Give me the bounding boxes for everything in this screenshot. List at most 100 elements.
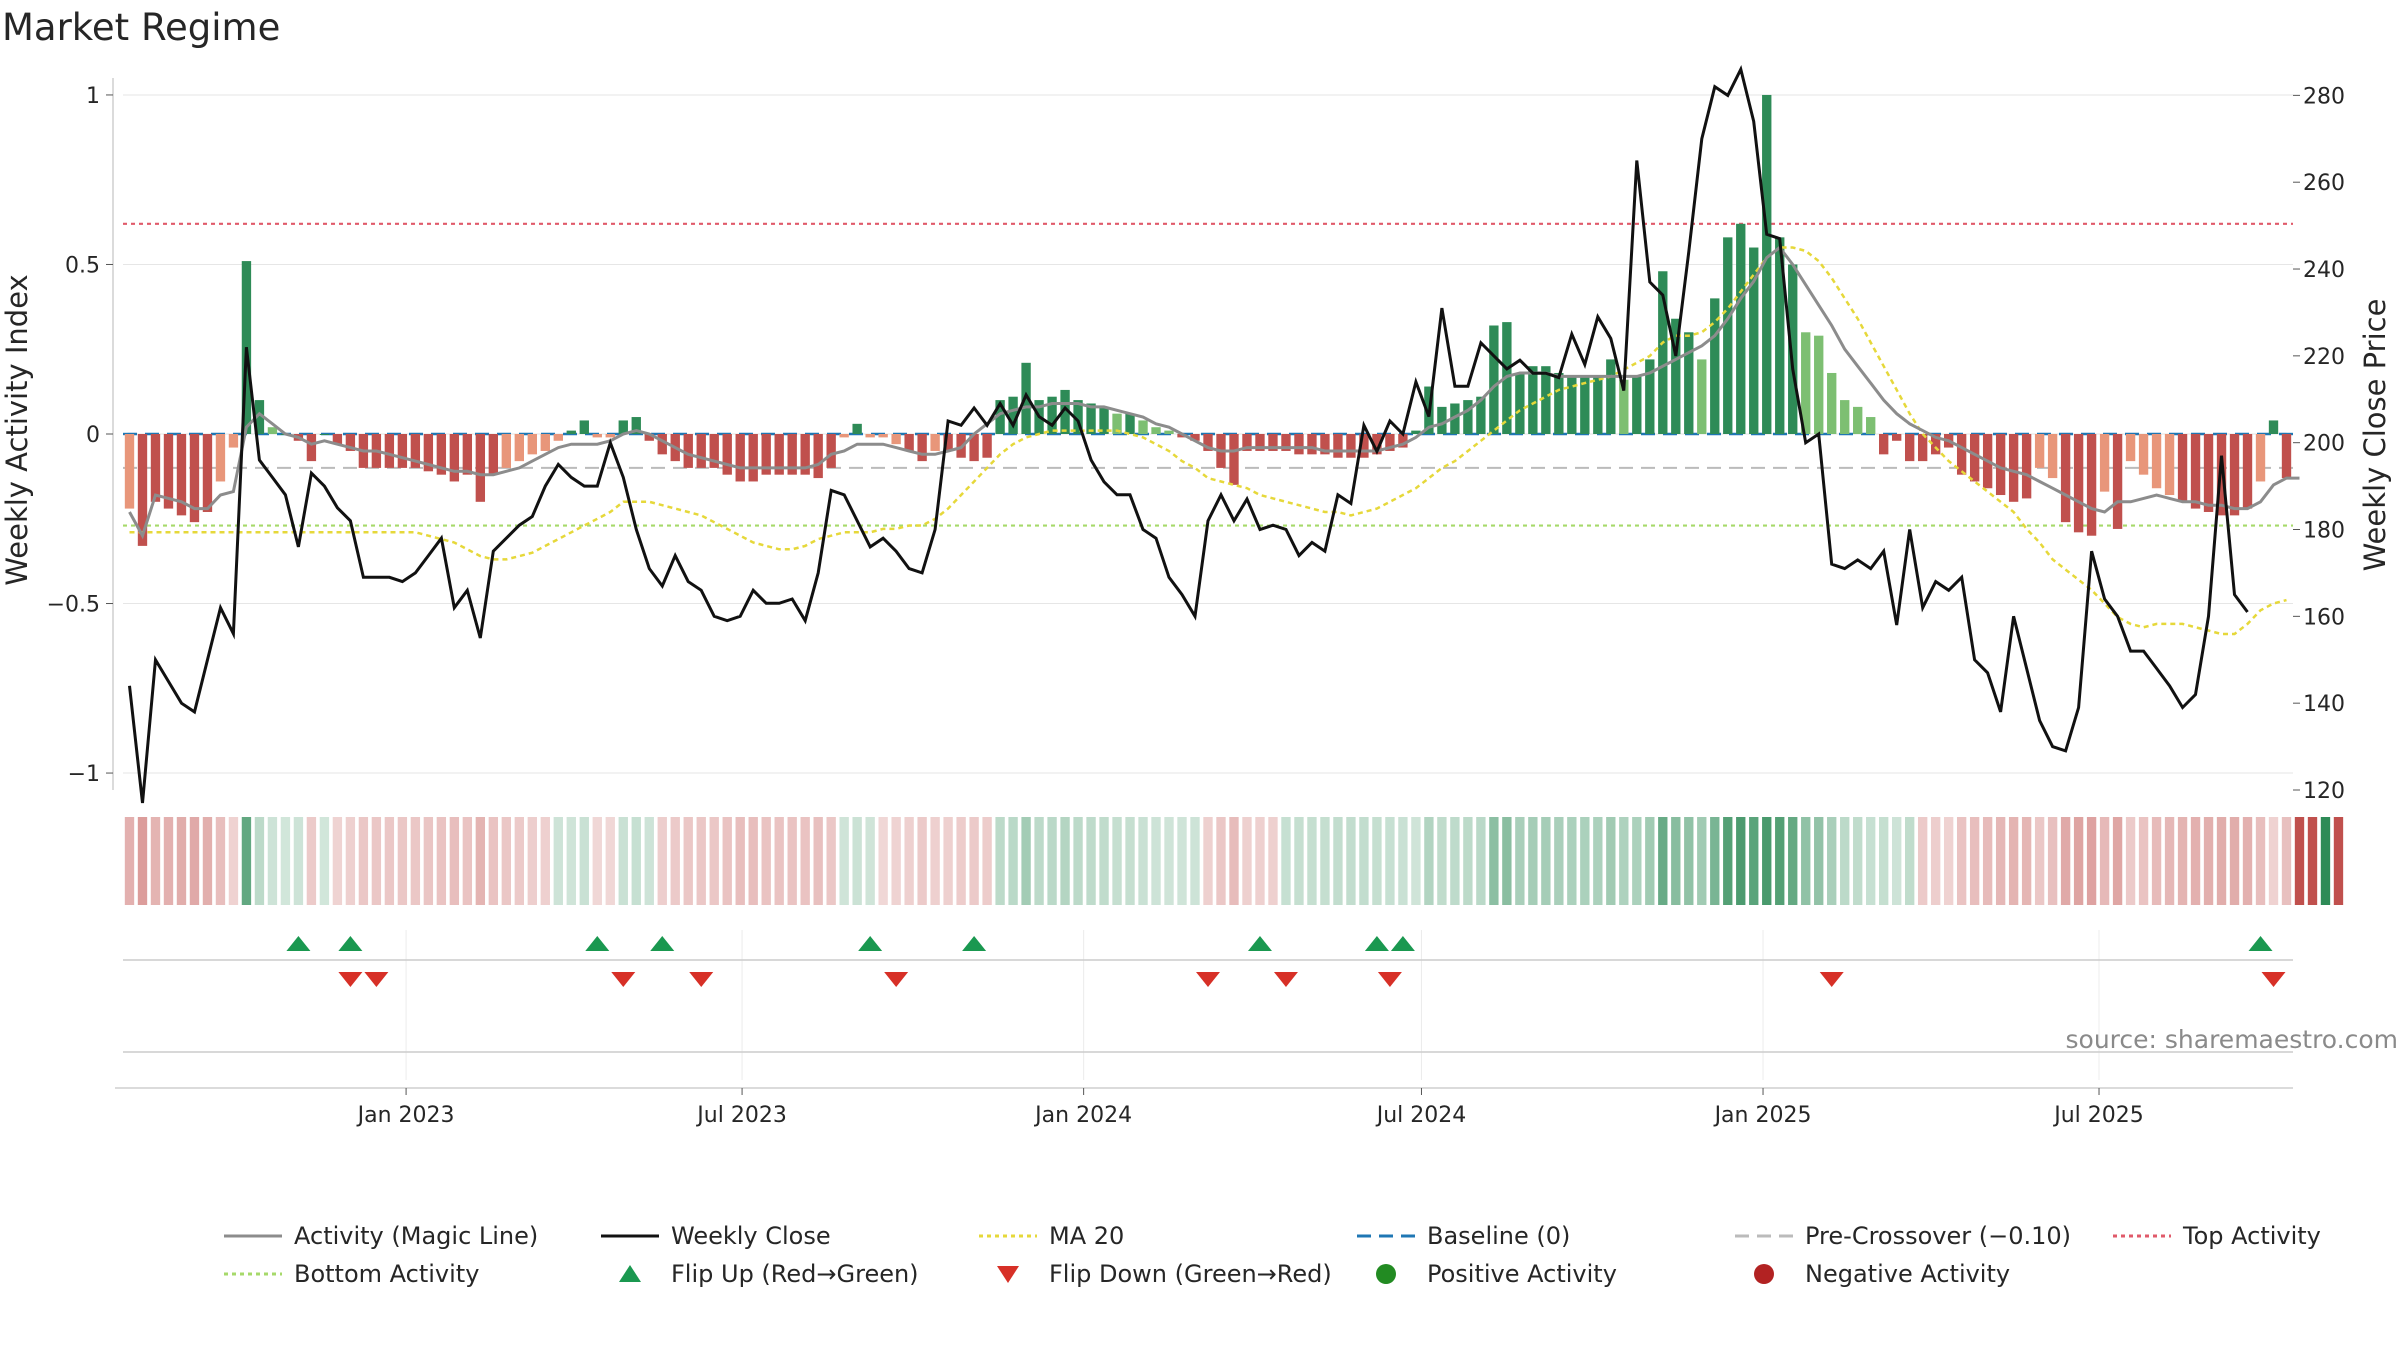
activity-bar: [904, 434, 914, 451]
flip-down-marker: [611, 972, 636, 987]
activity-bar: [748, 434, 758, 482]
activity-bar: [1060, 389, 1070, 434]
regime-cell: [1827, 817, 1837, 905]
activity-bar: [423, 434, 434, 472]
y2-tick-label: 160: [2303, 605, 2345, 630]
regime-cell: [1904, 817, 1915, 905]
activity-bar: [1242, 434, 1252, 451]
regime-cell: [696, 817, 706, 905]
activity-bar: [540, 434, 550, 451]
activity-bar: [384, 434, 395, 468]
regime-cell: [1710, 817, 1720, 905]
activity-bar: [813, 434, 823, 479]
regime-cell: [1073, 817, 1083, 905]
x-tick-label: Jul 2024: [1375, 1103, 1467, 1128]
regime-cell: [644, 817, 654, 905]
regime-cell: [176, 817, 187, 905]
activity-bar: [1930, 434, 1941, 455]
activity-bar: [1125, 413, 1135, 434]
activity-bar: [436, 434, 447, 475]
regime-cell: [735, 817, 745, 905]
magic-line: [128, 245, 2300, 540]
regime-cell: [1723, 817, 1733, 905]
regime-cell: [1814, 817, 1824, 905]
regime-cell: [228, 817, 239, 905]
regime-cell: [1437, 817, 1447, 905]
regime-cell: [1930, 817, 1941, 905]
regime-cell: [1112, 817, 1122, 905]
regime-cell: [1801, 817, 1811, 905]
activity-bar: [488, 434, 499, 475]
weekly-close-line: [128, 64, 2249, 804]
regime-cell: [280, 817, 291, 905]
regime-cell: [1450, 817, 1460, 905]
regime-cell: [1476, 817, 1486, 905]
activity-bar: [1151, 427, 1161, 434]
activity-bar: [2086, 434, 2097, 536]
activity-bar: [397, 434, 408, 468]
x-tick-label: Jan 2023: [356, 1103, 455, 1128]
activity-bar: [2255, 434, 2266, 482]
regime-cell: [1697, 817, 1707, 905]
activity-bar: [228, 434, 239, 448]
ma20-line: [129, 246, 2287, 636]
regime-cell: [1164, 817, 1174, 905]
activity-bar: [1788, 264, 1798, 434]
activity-bar: [2060, 434, 2071, 523]
flip-down-marker: [884, 972, 909, 987]
activity-bar: [1697, 359, 1707, 434]
activity-bar: [2125, 434, 2136, 462]
regime-cell: [254, 817, 265, 905]
regime-cell: [1411, 817, 1421, 905]
regime-cell: [540, 817, 550, 905]
activity-bar: [306, 434, 317, 462]
activity-bar: [2138, 434, 2149, 475]
activity-bar: [2242, 434, 2253, 509]
regime-cell: [150, 817, 161, 905]
activity-bar: [1749, 247, 1759, 434]
legend-flip-up-swatch: [619, 1265, 641, 1282]
regime-cell: [618, 817, 628, 905]
activity-bar: [826, 434, 836, 468]
activity-bar: [1801, 332, 1811, 434]
activity-bar: [1632, 376, 1642, 434]
regime-cell: [2307, 817, 2318, 905]
activity-bar: [1541, 366, 1551, 434]
flip-down-marker: [1273, 972, 1298, 987]
y-axis: 1 0.5 0 −0.5 −1: [47, 78, 114, 790]
activity-bar: [839, 434, 849, 438]
regime-cell: [202, 817, 213, 905]
regime-cell: [2203, 817, 2214, 905]
y-tick-label: −1: [68, 762, 100, 787]
activity-bar: [969, 434, 979, 462]
regime-cell: [1203, 817, 1213, 905]
regime-cell: [514, 817, 524, 905]
y2-tick-label: 240: [2303, 258, 2345, 283]
regime-cell: [1606, 817, 1616, 905]
regime-cell: [1008, 817, 1018, 905]
activity-bar: [1528, 366, 1538, 434]
activity-bar: [1450, 403, 1460, 434]
activity-bar: [722, 434, 732, 475]
activity-bar: [2177, 434, 2188, 502]
activity-bar: [1190, 434, 1200, 441]
regime-cell: [943, 817, 953, 905]
regime-cell: [1502, 817, 1512, 905]
activity-bar: [1008, 396, 1018, 434]
regime-cell: [1255, 817, 1265, 905]
legend: Activity (Magic Line) Weekly Close MA 20 Ba…: [224, 1222, 2321, 1288]
regime-cell: [631, 817, 641, 905]
flip-down-marker: [1377, 972, 1402, 987]
flip-up-marker: [585, 936, 610, 951]
regime-strip: [124, 817, 2344, 905]
legend-label: Bottom Activity: [294, 1260, 479, 1288]
activity-bar: [995, 400, 1005, 434]
regime-cell: [891, 817, 901, 905]
legend-label: Baseline (0): [1427, 1222, 1570, 1250]
activity-bar: [644, 434, 654, 441]
activity-bar: [2216, 434, 2227, 516]
activity-bar: [735, 434, 745, 482]
activity-bar: [1866, 417, 1876, 434]
activity-bar: [1476, 396, 1486, 434]
regime-cell: [1879, 817, 1889, 905]
